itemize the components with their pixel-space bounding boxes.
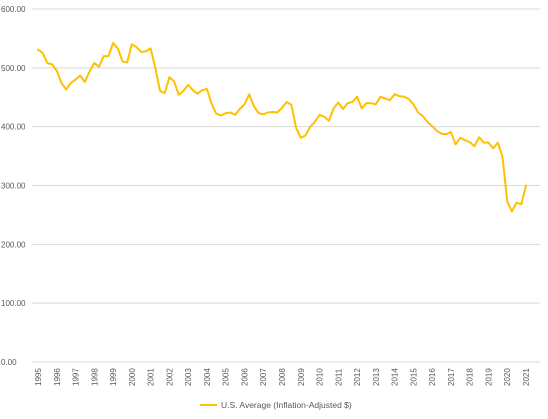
x-axis-ticks: 1995 1996 1997 1998 1999 2000 2001 2002 2003 2004… xyxy=(34,368,531,386)
x-tick-label: 2009 xyxy=(297,368,306,386)
x-tick-label: 2020 xyxy=(503,368,512,386)
y-tick-label: 200.00 xyxy=(1,240,26,249)
x-tick-label: 2018 xyxy=(466,368,475,386)
x-tick-label: 2006 xyxy=(240,368,249,386)
legend: U.S. Average (Inflation-Adjusted $) xyxy=(200,400,352,410)
x-tick-label: 2017 xyxy=(447,368,456,386)
y-tick-label: 300.00 xyxy=(1,182,26,191)
series-line xyxy=(37,42,527,213)
x-tick-label: 2019 xyxy=(484,368,493,386)
gridlines xyxy=(32,8,540,304)
y-axis-ticks: 0.00 100.00 200.00 300.00 400.00 500.00 600.00 xyxy=(1,5,26,367)
y-tick-label: 100.00 xyxy=(1,299,26,308)
x-tick-label: 2007 xyxy=(259,368,268,386)
x-tick-label: 1995 xyxy=(34,368,43,386)
x-tick-label: 2021 xyxy=(522,368,531,386)
x-tick-label: 1996 xyxy=(53,368,62,386)
x-tick-label: 2000 xyxy=(128,368,137,386)
x-tick-label: 2012 xyxy=(353,368,362,386)
y-tick-label: 0.00 xyxy=(1,358,17,367)
x-tick-label: 2004 xyxy=(203,368,212,386)
x-tick-label: 1999 xyxy=(109,368,118,386)
x-tick-label: 2010 xyxy=(316,368,325,386)
x-tick-label: 2003 xyxy=(184,368,193,386)
x-tick-label: 2008 xyxy=(278,368,287,386)
x-tick-label: 2002 xyxy=(165,368,174,386)
y-tick-label: 600.00 xyxy=(1,5,26,14)
x-tick-label: 2016 xyxy=(428,368,437,386)
x-tick-label: 2011 xyxy=(334,368,343,386)
y-tick-label: 400.00 xyxy=(1,123,26,132)
x-tick-label: 1997 xyxy=(72,368,81,386)
x-tick-label: 2014 xyxy=(391,368,400,386)
x-tick-label: 2005 xyxy=(222,368,231,386)
x-tick-label: 2013 xyxy=(372,368,381,386)
x-tick-label: 2015 xyxy=(409,368,418,386)
x-tick-label: 2001 xyxy=(147,368,156,386)
series-lines xyxy=(37,42,527,213)
legend-label: U.S. Average (Inflation-Adjusted $) xyxy=(221,400,352,410)
x-tick-label: 1998 xyxy=(90,368,99,386)
y-tick-label: 500.00 xyxy=(1,64,26,73)
